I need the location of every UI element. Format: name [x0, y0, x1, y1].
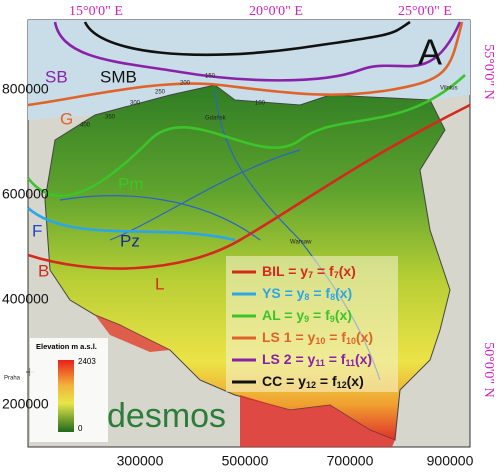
curves — [26, 20, 471, 270]
watermark: desmos — [107, 397, 226, 435]
curve-label: SB — [45, 67, 68, 86]
sudetes — [95, 315, 170, 352]
curve-g — [27, 21, 464, 107]
right-axis-label: 55°0'0" N — [481, 44, 496, 99]
subscript: 12 — [306, 380, 316, 390]
legend-text: = f — [316, 373, 337, 389]
sea — [28, 20, 470, 120]
legend-entry: LS 1 = y10 = f10(x) — [262, 329, 373, 347]
legend-entry: AL = y9 = f9(x) — [262, 307, 352, 325]
legend-entry: LS 2 = y11 = f11(x) — [262, 351, 372, 369]
curve-label: B — [38, 261, 49, 280]
subscript: 8 — [330, 292, 335, 302]
legend-text: (x) — [355, 351, 372, 367]
contour-label: 350 — [105, 115, 116, 121]
subscript: 11 — [345, 358, 355, 368]
top-axis-label: 20°0'0" E — [249, 4, 303, 19]
subscript: 10 — [346, 336, 356, 346]
subscript: 8 — [304, 292, 309, 302]
bottom-axis-label: 900000 — [427, 453, 474, 469]
elevation-scale — [58, 360, 74, 432]
right-axis-label: 50°0'0" N — [481, 342, 496, 397]
legend-text: = f — [309, 307, 330, 323]
contour-label: 150 — [205, 74, 216, 80]
left-axis-label: 400000 — [2, 291, 49, 307]
curve-sb — [53, 21, 462, 82]
left-axis-label: 600000 — [2, 186, 49, 202]
subscript: 7 — [334, 270, 339, 280]
legend-box — [226, 256, 398, 392]
contour-label: 100 — [255, 101, 266, 107]
curve-smb — [83, 20, 411, 57]
curve-label: G — [60, 109, 73, 128]
curve-legend: BIL = y7 = f7(x)YS = y8 = f8(x)AL = y9 =… — [226, 256, 398, 392]
elevation-legend-title: Elevation m a.s.l. — [36, 342, 97, 351]
curve-label: Pz — [120, 231, 140, 250]
place-label: Warsaw — [290, 240, 312, 246]
elevation-max: 2403 — [78, 357, 96, 366]
curve-label: Pm — [118, 174, 144, 193]
top-axis-label: 15°0'0" E — [69, 4, 123, 19]
bottom-axis-label: 300000 — [117, 453, 164, 469]
subscript: 7 — [308, 270, 313, 280]
curve-label: L — [155, 274, 164, 293]
legend-text: = f — [309, 285, 330, 301]
subscript: 11 — [315, 358, 325, 368]
subscript: 9 — [304, 314, 309, 324]
legend-text: (x) — [335, 307, 352, 323]
place-label: Vilnius — [440, 86, 458, 92]
curve-label: SMB — [100, 67, 137, 86]
legend-text: LS 1 = y — [262, 329, 316, 345]
legend-entry: BIL = y7 = f7(x) — [262, 263, 356, 281]
legend-entry: YS = y8 = f8(x) — [262, 285, 352, 303]
legend-text: = f — [325, 329, 346, 345]
curve-f — [27, 207, 236, 242]
legend-text: (x) — [347, 373, 364, 389]
contour-label: 400 — [80, 123, 91, 129]
legend-text: YS = y — [262, 285, 305, 301]
contour-label: 300 — [130, 101, 141, 107]
subscript: 9 — [330, 314, 335, 324]
subscript: 10 — [315, 336, 325, 346]
curve-pm — [26, 74, 466, 198]
legend-entry: CC = y12 = f12(x) — [262, 373, 364, 391]
legend-text: LS 2 = y — [262, 351, 316, 367]
panel-label: A — [418, 32, 442, 73]
legend-text: (x) — [335, 285, 352, 301]
legend-text: BIL = y — [262, 263, 308, 279]
elevation-min: 0 — [78, 424, 83, 433]
mountains — [240, 395, 395, 447]
legend-text: = f — [325, 351, 346, 367]
curve-b — [27, 103, 471, 270]
curve-label: F — [32, 221, 42, 240]
legend-text: AL = y — [262, 307, 304, 323]
left-axis-label: 800000 — [2, 81, 49, 97]
place-label: Gdańsk — [205, 116, 227, 122]
bottom-axis-label: 500000 — [222, 453, 269, 469]
place-label: Praha — [4, 376, 21, 382]
contour-label: 250 — [155, 90, 166, 96]
top-axis-label: 25°0'0" E — [398, 4, 452, 19]
bottom-axis-label: 700000 — [327, 453, 374, 469]
left-axis-label: 200000 — [2, 396, 49, 412]
legend-text: CC = y — [262, 373, 306, 389]
legend-text: = f — [313, 263, 334, 279]
subscript: 12 — [337, 380, 347, 390]
elevation-legend: Elevation m a.s.l. 2403 0 — [30, 338, 108, 442]
contour-label: 200 — [180, 81, 191, 87]
legend-text: (x) — [356, 329, 373, 345]
legend-text: (x) — [339, 263, 356, 279]
